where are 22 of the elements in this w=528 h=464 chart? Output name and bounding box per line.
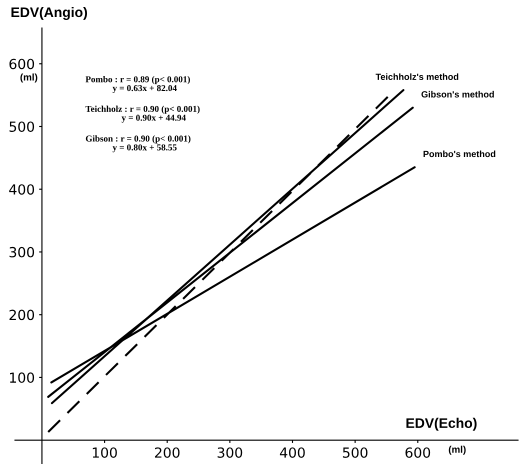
y-tick-label: 500 [10, 121, 34, 132]
series-label: Pombo's method [424, 150, 496, 158]
y-axis-title: EDV(Angio) [11, 6, 88, 20]
x-tick-label: 100 [92, 447, 117, 458]
text: Teichholz's method [376, 73, 458, 80]
annotation: (ml) [448, 446, 466, 455]
x-tick-label: 200 [154, 447, 180, 458]
annotation: Pombo : r = 0.89 (p< 0.001) y = 0.63x + 82.04 [86, 76, 190, 93]
x-tick-label: 500 [342, 447, 368, 458]
x-tick-label: 300 [218, 447, 242, 458]
y-tick-label: 300 [10, 246, 34, 258]
x-axis-title: EDV(Echo) [406, 418, 477, 431]
x-tick-label: 400 [280, 447, 305, 458]
annotation: (ml) [20, 73, 38, 83]
y-tick-label: 400 [9, 184, 34, 195]
annotation: Teichholz : r = 0.90 (p< 0.001) y = 0.90x + 44.94 [86, 106, 200, 123]
annotation: Gibson : r = 0.90 (p< 0.001) y = 0.80x + 58.55 [86, 135, 190, 152]
series-label: Gibson's method [421, 90, 494, 98]
y-tick-label: 100 [10, 372, 34, 383]
y-tick-label: 600 [9, 58, 34, 70]
y-tick-label: 200 [10, 310, 34, 320]
x-tick-label: 600 [405, 447, 430, 458]
